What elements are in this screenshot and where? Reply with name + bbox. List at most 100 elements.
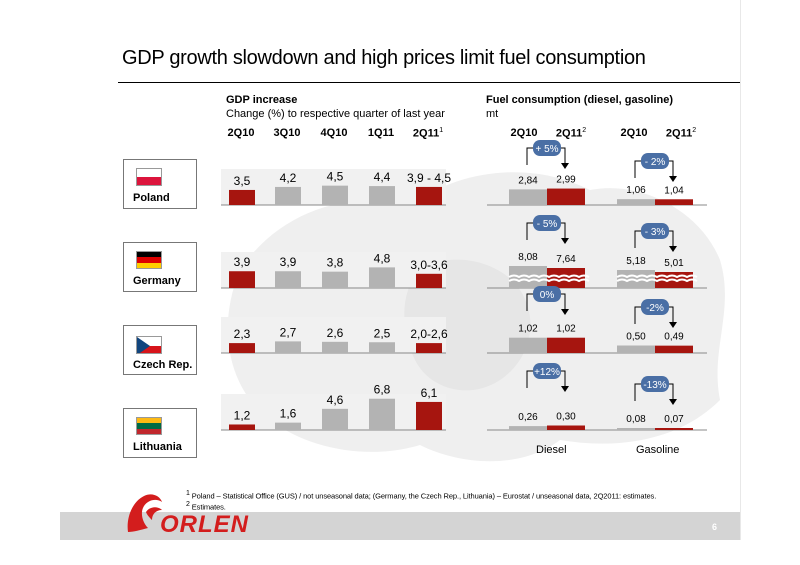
- change-badge-label: - 2%: [645, 157, 666, 168]
- gdp-bar: [322, 271, 348, 288]
- country-card-poland: Poland: [123, 159, 197, 209]
- flag-stripe: [137, 257, 161, 263]
- change-badge: [641, 299, 669, 315]
- axis-break: [616, 278, 698, 283]
- gdp-bar: [322, 185, 348, 205]
- gdp-bar: [416, 186, 442, 205]
- orlen-logo-text: ORLEN: [160, 511, 249, 538]
- change-badge-label: -13%: [643, 380, 666, 391]
- country-card-germany: Germany: [123, 242, 197, 292]
- diesel-data-label: 2,84: [518, 175, 538, 186]
- country-name: Czech Rep.: [133, 359, 193, 371]
- country-name: Germany: [133, 275, 181, 287]
- flag-stripe: [137, 418, 161, 424]
- gdp-data-label: 3,8: [327, 256, 344, 270]
- axis-break: [508, 274, 590, 279]
- flag-stripe: [137, 252, 161, 258]
- footnote-1: 1 Poland – Statistical Office (GUS) / no…: [186, 490, 656, 501]
- diesel-bar: [547, 188, 585, 205]
- gdp-data-label: 2,3: [234, 327, 251, 341]
- diesel-label: Diesel: [536, 444, 567, 456]
- footnote-2: 2 Estimates.: [186, 501, 226, 512]
- europe-map-background: [227, 172, 725, 462]
- gdp-data-label: 3,5: [234, 174, 251, 188]
- gdp-data-label: 4,4: [374, 170, 391, 184]
- country-card-czech: Czech Rep.: [123, 325, 197, 375]
- diesel-bar: [547, 268, 585, 288]
- gasoline-data-label: 1,04: [664, 185, 684, 196]
- flag-germany-icon: [136, 251, 162, 269]
- country-card-lithuania: Lithuania: [123, 408, 197, 458]
- gdp-bar: [416, 273, 442, 288]
- gasoline-label: Gasoline: [636, 444, 680, 456]
- gdp-data-label: 3,9 - 4,5: [407, 171, 451, 185]
- gdp-subheading: Change (%) to respective quarter of last…: [226, 108, 445, 120]
- gdp-bar: [369, 267, 395, 288]
- gasoline-data-label: 5,01: [664, 258, 684, 269]
- change-arrow-icon: [561, 386, 569, 392]
- axis-break: [616, 274, 698, 279]
- page-number: 6: [712, 522, 718, 532]
- flag-stripe: [137, 423, 161, 429]
- gdp-data-label: 2,7: [280, 325, 297, 339]
- diesel-data-label: 1,02: [556, 324, 576, 335]
- gdp-bar: [416, 401, 442, 430]
- gdp-data-label: 1,2: [234, 408, 251, 422]
- gasoline-data-label: 5,18: [626, 256, 646, 267]
- gdp-col-header: 3Q10: [273, 127, 301, 139]
- diesel-data-label: 1,02: [518, 324, 538, 335]
- change-badge: [641, 223, 669, 239]
- change-badge: [533, 286, 561, 302]
- gdp-data-label: 6,1: [421, 386, 438, 400]
- gdp-data-label: 2,6: [327, 326, 344, 340]
- gdp-bar: [416, 343, 442, 353]
- gdp-data-label: 3,9: [234, 255, 251, 269]
- gasoline-col-header-label: 2Q11: [665, 127, 693, 140]
- flag-stripe: [137, 428, 161, 434]
- gasoline-data-label: 1,06: [626, 185, 646, 196]
- change-arrow-icon: [669, 246, 677, 252]
- change-arrow-icon: [669, 176, 677, 182]
- gasoline-bar: [617, 345, 655, 353]
- change-badge-label: + 5%: [535, 144, 558, 155]
- gdp-heading: GDP increase: [226, 94, 298, 106]
- gasoline-data-label: 0,49: [664, 332, 684, 343]
- gdp-col-header: 4Q10: [320, 127, 348, 139]
- gdp-col-header: 1Q11: [367, 127, 395, 139]
- footer-band: [60, 512, 740, 540]
- gdp-bar: [275, 271, 301, 288]
- change-badge: [641, 153, 669, 169]
- footnote-ref: 1: [439, 127, 444, 134]
- change-badge: [533, 363, 561, 379]
- gdp-bar: [369, 398, 395, 430]
- flag-stripe: [137, 262, 161, 268]
- change-badge-label: 0%: [540, 290, 555, 301]
- gdp-bar: [322, 341, 348, 353]
- diesel-bar: [547, 425, 585, 430]
- gdp-data-label: 3,9: [280, 255, 297, 269]
- slide-title: GDP growth slowdown and high prices limi…: [122, 47, 646, 69]
- gdp-bar: [229, 189, 255, 205]
- gdp-data-label: 2,5: [374, 326, 391, 340]
- gdp-bar: [275, 422, 301, 430]
- gdp-col-header: 2Q10: [227, 127, 255, 139]
- footnote-ref: 2: [582, 127, 587, 134]
- diesel-data-label: 7,64: [556, 254, 576, 265]
- flag-stripe: [137, 169, 161, 177]
- gasoline-bar: [655, 345, 693, 353]
- diesel-col-header: 2Q10: [510, 127, 538, 139]
- gdp-col-header-label: 2Q11: [412, 127, 440, 140]
- change-arrow-icon: [561, 238, 569, 244]
- orlen-eagle-logo-icon: [127, 494, 162, 532]
- gdp-bar: [275, 341, 301, 353]
- change-badge: [641, 376, 669, 392]
- gasoline-data-label: 0,50: [626, 332, 646, 343]
- gdp-bar: [229, 424, 255, 430]
- gdp-data-label: 2,0-2,6: [410, 327, 448, 341]
- diesel-col-header-label: 2Q11: [555, 127, 583, 140]
- flag-czech-icon: [136, 336, 162, 354]
- change-badge: [533, 215, 561, 231]
- axis-break: [508, 278, 590, 283]
- gdp-bar: [322, 408, 348, 430]
